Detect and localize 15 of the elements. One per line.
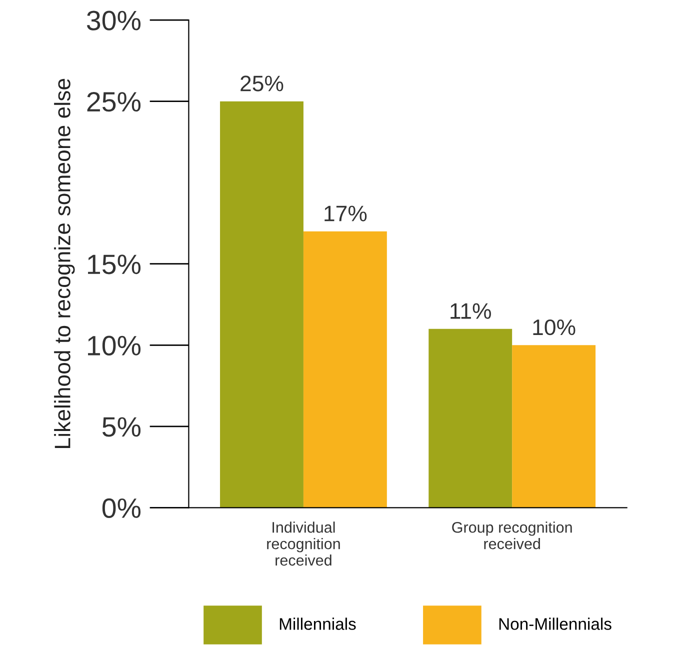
y-tick-label: 15%: [88, 254, 141, 274]
x-tick-label: Individual recognition received: [267, 522, 340, 566]
legend-label: Millennials: [280, 618, 356, 630]
y-tick-label: 5%: [102, 417, 141, 437]
text: 25%: [240, 76, 284, 92]
legend-label: Non-Millennials: [499, 618, 612, 630]
y-tick-label: 30%: [86, 10, 141, 30]
y-tick-label: 25%: [87, 92, 141, 112]
y-tick-label: 0%: [102, 498, 141, 518]
y-axis-title: Likelihood to recognize someone else: [54, 78, 75, 448]
text: 11%: [450, 303, 491, 319]
x-tick-label: Group recognition received: [452, 522, 572, 550]
y-tick-label: 10%: [88, 336, 141, 356]
text: 17%: [324, 206, 367, 222]
text: 10%: [533, 319, 576, 336]
